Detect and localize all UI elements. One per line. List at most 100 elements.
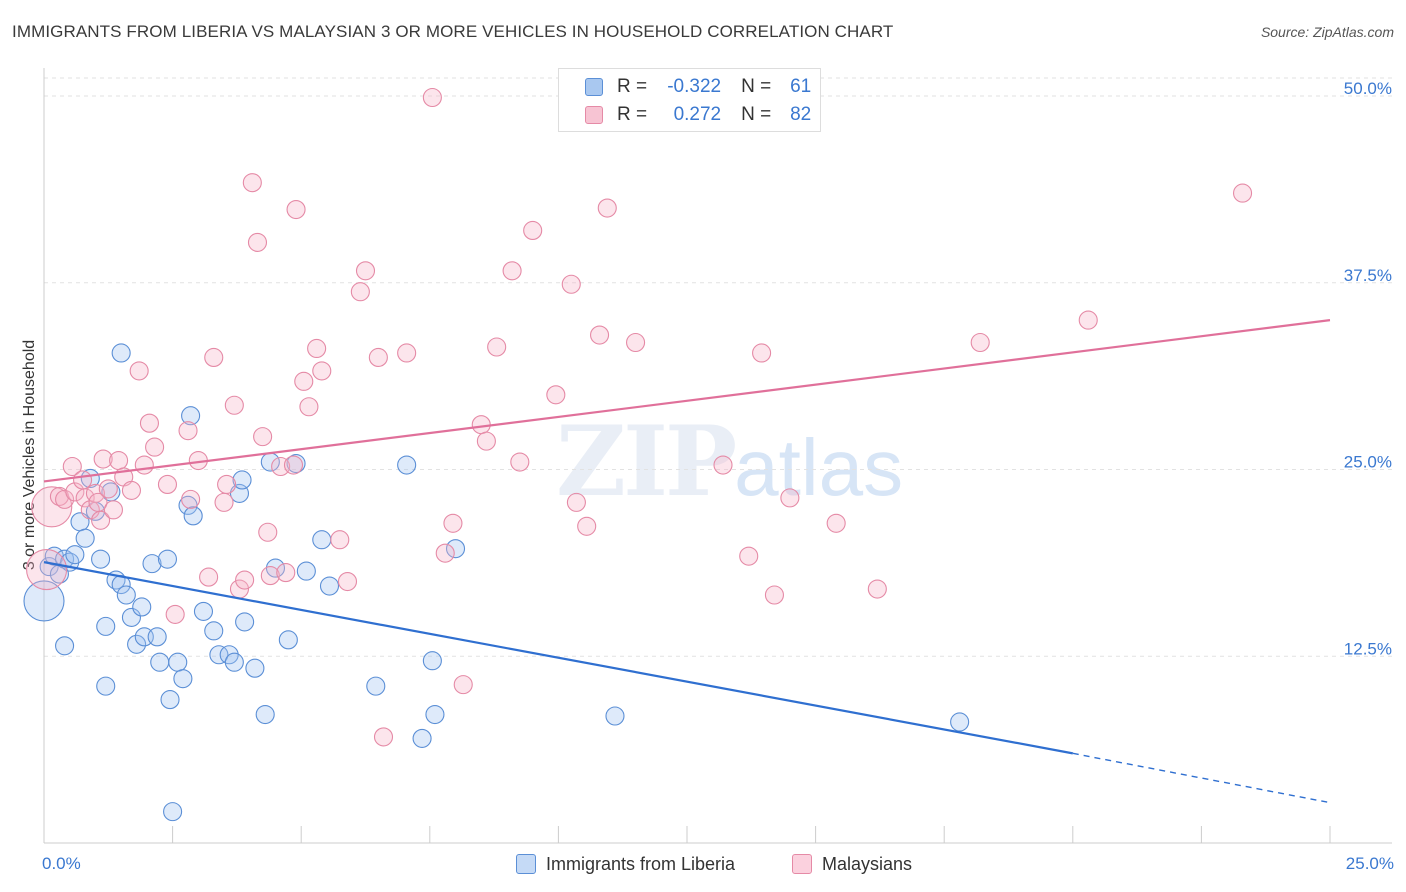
liberia-point <box>121 607 141 627</box>
liberia-point <box>950 712 970 732</box>
malaysians-point <box>217 474 237 494</box>
liberia-point <box>209 645 229 665</box>
liberia-point <box>183 506 203 526</box>
malaysians-point <box>286 199 306 220</box>
malaysians-point <box>91 510 111 530</box>
malaysians-point <box>145 437 165 457</box>
malaysians-point <box>214 492 234 512</box>
malaysians-point <box>299 397 319 417</box>
bottom-legend-liberia: Immigrants from Liberia <box>516 852 735 876</box>
liberia-point <box>605 706 625 726</box>
malaysians-point <box>577 516 597 536</box>
legend-r-value: -0.322 <box>667 76 722 97</box>
malaysians-point <box>510 452 530 472</box>
legend-n-value: 61 <box>790 76 812 97</box>
legend-n-label: N = <box>741 76 772 97</box>
source-credit: Source: ZipAtlas.com <box>1260 24 1394 40</box>
liberia-point <box>425 704 445 725</box>
liberia-trend-line <box>43 561 1074 755</box>
bottom-legend-swatch-liberia <box>516 854 536 874</box>
malaysians-point <box>337 571 358 592</box>
malaysians-trend-line <box>43 319 1331 483</box>
liberia-point <box>142 554 162 574</box>
malaysians-point <box>55 489 75 509</box>
liberia-point <box>319 576 340 596</box>
malaysians-point <box>121 480 141 500</box>
malaysians-point <box>247 232 268 252</box>
malaysians-point <box>435 543 455 563</box>
liberia-point <box>245 658 265 678</box>
bottom-legend-malaysians: Malaysians <box>792 852 912 876</box>
malaysians-point <box>566 492 586 512</box>
liberia-point <box>168 652 188 672</box>
malaysians-point <box>330 530 350 550</box>
legend-swatch-liberia <box>585 78 603 96</box>
liberia-point <box>255 704 275 725</box>
malaysians-point <box>422 87 442 108</box>
malaysians-point <box>258 522 278 542</box>
malaysians-point <box>970 332 990 353</box>
legend-n-label: N = <box>741 104 772 125</box>
watermark-zip: ZIP <box>556 405 737 518</box>
liberia-point <box>96 616 116 636</box>
watermark-atlas: atlas <box>734 423 904 512</box>
liberia-point <box>147 627 167 647</box>
malaysians-point <box>826 513 846 533</box>
liberia-point <box>160 690 180 710</box>
liberia-point <box>55 636 75 656</box>
liberia-point <box>163 802 183 822</box>
liberia-point <box>80 468 100 489</box>
malaysians-point <box>523 220 543 241</box>
liberia-point <box>193 601 214 621</box>
malaysians-point <box>73 470 93 490</box>
malaysians-point <box>397 343 417 363</box>
malaysians-point <box>235 570 255 590</box>
malaysians-point <box>260 566 280 586</box>
liberia-point <box>111 343 131 363</box>
malaysians-point <box>597 198 617 218</box>
y-tick-label: 37.5% <box>1344 266 1392 285</box>
malaysians-point <box>373 727 394 747</box>
malaysians-point <box>199 567 219 587</box>
liberia-point <box>96 676 116 696</box>
malaysians-point <box>1078 310 1098 330</box>
liberia-trend-extension <box>1072 752 1331 804</box>
malaysians-point <box>224 395 244 415</box>
malaysians-point <box>471 415 491 435</box>
malaysians-point <box>561 274 581 294</box>
legend-r-label: R = <box>617 76 648 97</box>
liberia-point <box>445 539 466 559</box>
liberia-point <box>91 549 111 569</box>
bottom-legend-label: Malaysians <box>822 853 913 874</box>
legend-row-liberia: R = -0.322 N = 61 <box>585 75 811 99</box>
malaysians-point <box>49 486 69 506</box>
malaysians-point <box>276 563 296 583</box>
malaysians-point <box>134 455 154 475</box>
malaysians-point <box>26 549 68 591</box>
y-tick-label: 50.0% <box>1344 79 1392 98</box>
legend-r-value: 0.272 <box>673 104 722 125</box>
malaysians-point <box>453 675 473 695</box>
malaysians-point <box>355 261 376 281</box>
liberia-point <box>232 470 252 490</box>
legend-swatch-malaysians <box>585 106 603 124</box>
malaysians-point <box>713 455 733 475</box>
malaysians-point <box>350 282 370 302</box>
malaysians-point <box>253 427 273 447</box>
liberia-point <box>65 545 85 565</box>
malaysians-point <box>103 500 123 520</box>
malaysians-point <box>294 371 314 391</box>
legend-n-value: 82 <box>790 104 812 125</box>
malaysians-point <box>368 347 388 368</box>
liberia-point <box>397 455 417 475</box>
liberia-point <box>157 549 178 569</box>
malaysians-point <box>867 579 887 599</box>
malaysians-point <box>764 585 784 605</box>
liberia-point <box>116 585 136 605</box>
malaysians-point <box>312 361 332 381</box>
y-tick-label: 25.0% <box>1344 453 1392 472</box>
bottom-legend-swatch-malaysians <box>792 854 812 874</box>
malaysians-point <box>739 546 759 566</box>
malaysians-point <box>307 338 327 359</box>
